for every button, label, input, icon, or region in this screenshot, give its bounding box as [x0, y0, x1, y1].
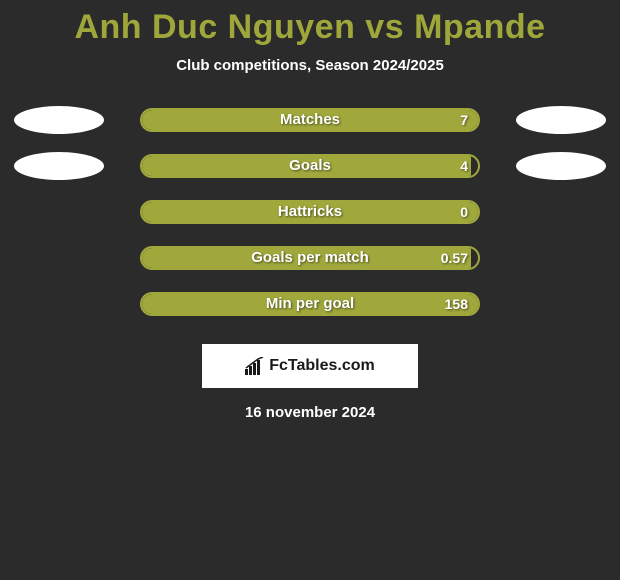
- stat-value: 4: [460, 155, 468, 177]
- stats-area: Matches7Goals4Hattricks0Goals per match0…: [0, 108, 620, 338]
- comparison-widget: Anh Duc Nguyen vs Mpande Club competitio…: [0, 0, 620, 421]
- stat-label: Goals per match: [142, 247, 478, 269]
- player-left-marker: [14, 152, 104, 180]
- stat-row: Hattricks0: [0, 200, 620, 224]
- stat-bar: Goals per match0.57: [140, 246, 480, 270]
- page-title: Anh Duc Nguyen vs Mpande: [74, 8, 545, 47]
- brand-text: FcTables.com: [269, 357, 375, 375]
- stat-label: Hattricks: [142, 201, 478, 223]
- stat-value: 158: [445, 293, 468, 315]
- stat-value: 0.57: [441, 247, 468, 269]
- stat-bar: Hattricks0: [140, 200, 480, 224]
- brand-inner: FcTables.com: [245, 357, 375, 375]
- stat-label: Matches: [142, 109, 478, 131]
- stat-row: Goals4: [0, 154, 620, 178]
- stat-row: Matches7: [0, 108, 620, 132]
- stat-bar: Matches7: [140, 108, 480, 132]
- stat-label: Goals: [142, 155, 478, 177]
- stat-row: Goals per match0.57: [0, 246, 620, 270]
- stat-bar: Min per goal158: [140, 292, 480, 316]
- bar-chart-icon: [245, 357, 265, 375]
- stat-value: 0: [460, 201, 468, 223]
- footer-date: 16 november 2024: [245, 404, 375, 421]
- player-right-marker: [516, 152, 606, 180]
- stat-label: Min per goal: [142, 293, 478, 315]
- stat-row: Min per goal158: [0, 292, 620, 316]
- player-right-marker: [516, 106, 606, 134]
- page-subtitle: Club competitions, Season 2024/2025: [176, 57, 444, 74]
- player-left-marker: [14, 106, 104, 134]
- stat-value: 7: [460, 109, 468, 131]
- stat-bar: Goals4: [140, 154, 480, 178]
- brand-badge[interactable]: FcTables.com: [202, 344, 418, 388]
